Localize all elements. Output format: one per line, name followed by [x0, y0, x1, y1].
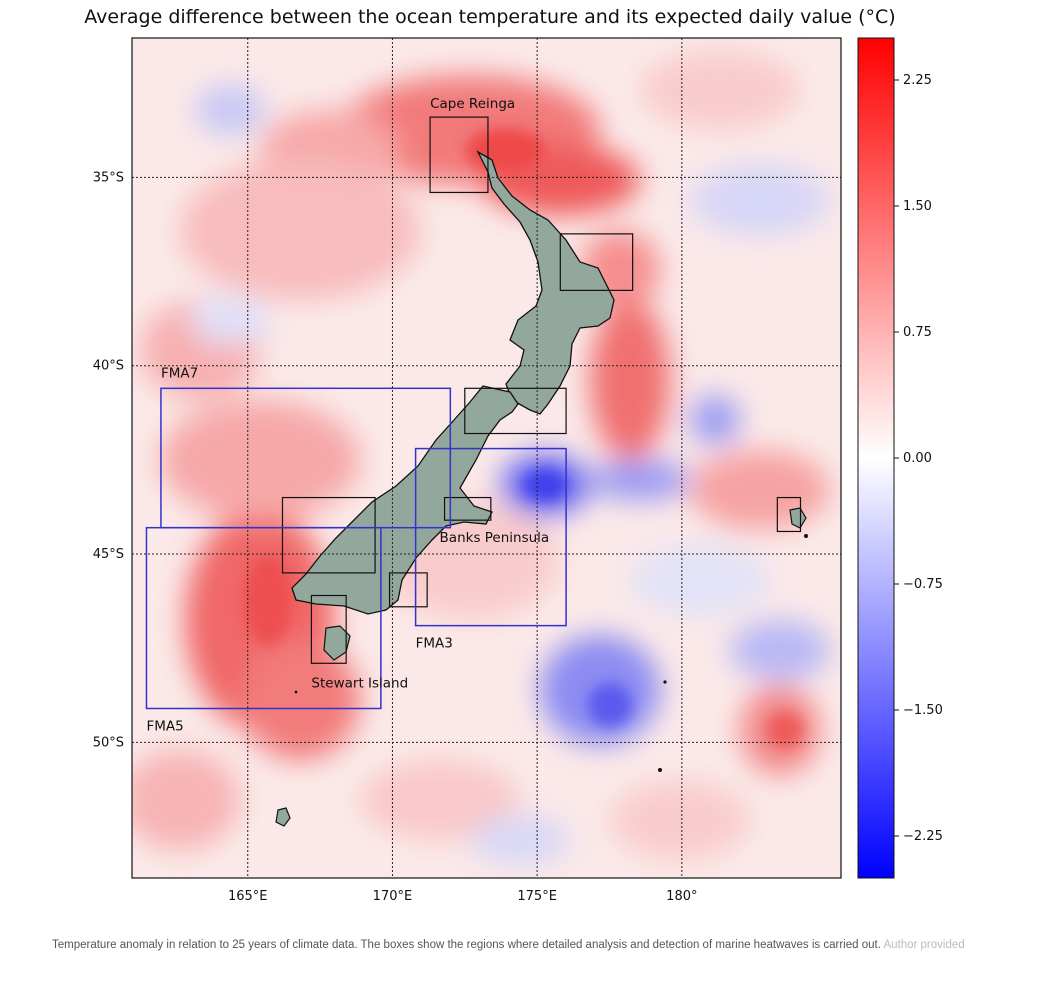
- chatham-islands-box: [776, 496, 802, 533]
- colorbar-ticks: 2.25 1.50 0.75 0.00 −0.75 −1.50 −2.25: [894, 73, 943, 844]
- colorbar-tick-label: 2.25: [903, 73, 932, 88]
- lon-tick-label: 165°E: [228, 889, 268, 904]
- colorbar-tick-label: −1.50: [903, 703, 943, 718]
- fma5-label: FMA5: [146, 718, 183, 734]
- colorbar-scale: [857, 37, 895, 879]
- lat-tick-label: 45°S: [93, 547, 124, 562]
- latitude-ticks: 35°S 40°S 45°S 50°S: [93, 170, 124, 750]
- lon-tick-label: 175°E: [517, 889, 557, 904]
- longitude-ticks: 165°E 170°E 175°E 180°: [228, 889, 698, 904]
- region-labels: Cape Reinga Banks Peninsula Stewart Island…: [146, 96, 549, 734]
- fiordland-box: [281, 496, 376, 574]
- colorbar-tick-label: 0.00: [903, 451, 932, 466]
- banks-peninsula-box: [443, 496, 492, 521]
- map-figure: 35°S 40°S 45°S 50°S 165°E 170°E 175°E 180° Cap…: [93, 37, 943, 904]
- region-boxes: [145, 116, 802, 710]
- colorbar: 2.25 1.50 0.75 0.00 −0.75 −1.50 −2.25: [857, 37, 943, 879]
- lat-tick-label: 40°S: [93, 359, 124, 374]
- anomaly-field: [132, 38, 841, 878]
- lat-tick-label: 50°S: [93, 735, 124, 750]
- colorbar-tick-label: 0.75: [903, 325, 932, 340]
- lat-tick-label: 35°S: [93, 170, 124, 185]
- fma3-box: [414, 447, 567, 627]
- stewart-island-label: Stewart Island: [311, 675, 408, 691]
- colorbar-tick-label: −2.25: [903, 829, 943, 844]
- colorbar-tick-label: −0.75: [903, 577, 943, 592]
- stewart-island-box: [310, 594, 347, 664]
- bay-of-plenty-box: [559, 233, 634, 291]
- figure-caption: Temperature anomaly in relation to 25 ye…: [52, 934, 992, 956]
- map-gridlines: [132, 38, 841, 878]
- caption-credit: Author provided: [883, 939, 965, 951]
- map-title: Average difference between the ocean tem…: [84, 6, 896, 28]
- fma7-label: FMA7: [161, 365, 198, 381]
- caption-text: Temperature anomaly in relation to 25 ye…: [52, 939, 881, 951]
- cook-strait-box: [464, 387, 567, 435]
- banks-peninsula-label: Banks Peninsula: [440, 530, 550, 546]
- map-frame: [131, 37, 842, 879]
- lon-tick-label: 180°: [666, 889, 697, 904]
- cape-reinga-box: [429, 116, 489, 194]
- fma3-label: FMA3: [416, 636, 453, 652]
- colorbar-tick-label: 1.50: [903, 199, 932, 214]
- otago-box: [388, 572, 428, 608]
- cape-reinga-label: Cape Reinga: [430, 96, 515, 112]
- fma5-box: [145, 526, 382, 710]
- lon-tick-label: 170°E: [373, 889, 413, 904]
